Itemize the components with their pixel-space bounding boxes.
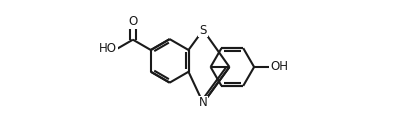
Text: HO: HO (99, 42, 117, 55)
Text: N: N (199, 97, 208, 109)
Text: OH: OH (270, 61, 289, 74)
Text: S: S (199, 24, 207, 36)
Text: O: O (128, 15, 137, 28)
